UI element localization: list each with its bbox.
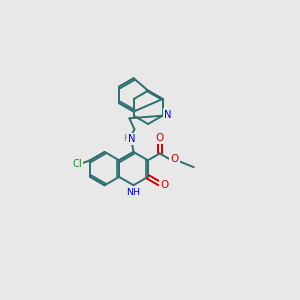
Text: N: N: [128, 134, 136, 144]
Text: N: N: [164, 110, 171, 119]
Text: O: O: [160, 180, 169, 190]
Text: O: O: [156, 133, 164, 143]
Text: NH: NH: [126, 188, 140, 197]
Text: H: H: [123, 134, 130, 142]
Text: Cl: Cl: [73, 159, 82, 169]
Text: O: O: [170, 154, 178, 164]
